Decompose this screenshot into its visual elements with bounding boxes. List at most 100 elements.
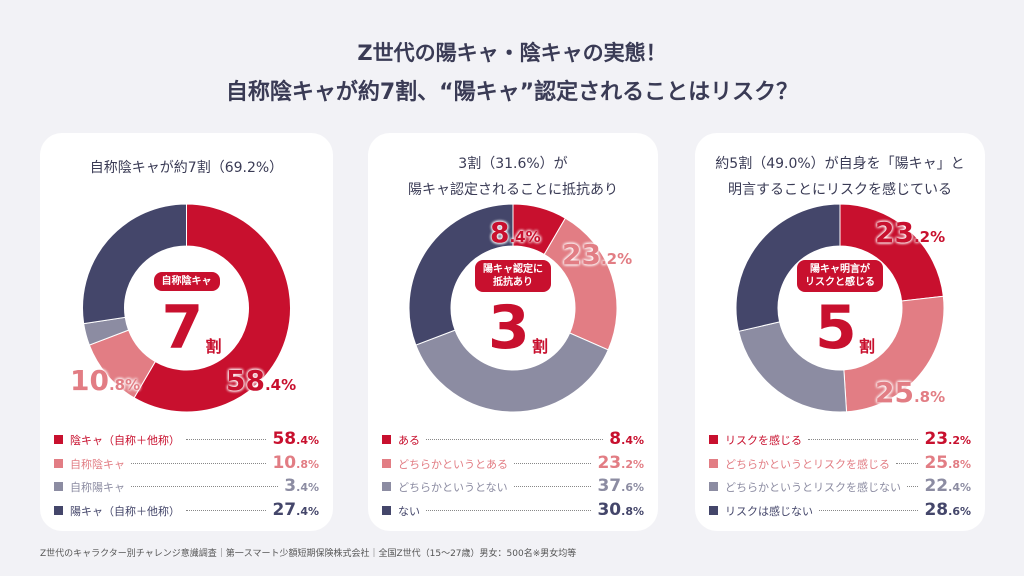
leader-dots	[513, 486, 592, 487]
legend-swatch	[54, 505, 63, 515]
legend-swatch	[709, 435, 718, 444]
legend-swatch	[709, 505, 718, 515]
chart-card-2: 3割（31.6%）が陽キャ認定されることに抵抗あり陽キャ認定に 抵抗あり 3 割 8.…	[368, 133, 658, 531]
leader-dots	[896, 462, 919, 464]
chart-heading-line: 自称陰キャが約7割（69.2%）	[89, 160, 284, 176]
legend-value: 37.6%	[597, 476, 644, 496]
chart-heading-line: 約5割（49.0%）が自身を「陽キャ」と	[715, 156, 965, 172]
legend-item: どちらかというとリスクを感じない 22.4%	[709, 476, 971, 500]
legend-value: 28.6%	[924, 499, 971, 520]
legend-swatch	[709, 482, 718, 491]
title-line-2: 自称陰キャが約7割、“陽キャ”認定されることはリスク？	[225, 80, 799, 105]
leader-dots	[426, 509, 592, 511]
center-badge: 自称陰キャ	[153, 272, 220, 291]
legend-label: どちらかというとリスクを感じない	[725, 481, 901, 494]
center-number: 3	[487, 293, 530, 363]
donut-chart	[82, 203, 291, 413]
legend-label: どちらかというとある	[398, 457, 508, 471]
legend-swatch	[54, 482, 63, 491]
donut-slice-1	[133, 203, 291, 413]
footer-source: Z世代のキャラクター別チャレンジ意識調査｜第一スマート少額短期保険株式会社｜全国…	[40, 549, 577, 559]
legend-value: 25.8%	[924, 452, 971, 473]
legend-swatch	[709, 458, 718, 468]
slice-value-label: 23.2%	[562, 238, 633, 271]
legend-value: 30.8%	[597, 499, 644, 520]
legend-item: どちらかというとない 37.6%	[382, 476, 644, 500]
legend-label: ある	[398, 434, 420, 447]
slice-value-label: 8.4%	[490, 216, 541, 249]
center-unit: 割	[859, 337, 876, 356]
legend-swatch	[382, 458, 391, 468]
legend-label: 自称陽キャ	[70, 481, 125, 494]
donut-slice-4	[735, 203, 841, 332]
legend-value: 58.4%	[272, 429, 319, 449]
legend-label: どちらかというとリスクを感じる	[725, 457, 890, 471]
chart-card-3: 約5割（49.0%）が自身を「陽キャ」と 明言することにリスクを感じている陽キャ明…	[695, 133, 985, 531]
legend-label: 陽キャ（自称＋他称）	[70, 504, 180, 518]
legend-label: リスクは感じない	[725, 504, 813, 518]
leader-dots	[131, 462, 267, 464]
slice-value-label: 10.8%	[70, 364, 141, 397]
chart-heading: 自称陰キャが約7割（69.2%）	[40, 155, 333, 181]
chart-heading-line: 陽キャ認定されることに抵抗あり	[408, 182, 618, 198]
chart-heading-line: 明言することにリスクを感じている	[728, 182, 952, 198]
legend-item: ない 30.8%	[382, 500, 644, 524]
center-unit: 割	[532, 337, 549, 356]
legend-value: 23.2%	[924, 429, 971, 449]
legend-value: 3.4%	[284, 476, 319, 496]
legend-item: 自称陽キャ 3.4%	[54, 476, 319, 500]
slice-value-label: 23.2%	[875, 216, 946, 249]
leader-dots	[186, 439, 267, 440]
title-line-1: Z世代の陽キャ・陰キャの実態！	[357, 41, 667, 65]
legend-item: リスクは感じない 28.6%	[709, 500, 971, 524]
legend-value: 22.4%	[924, 476, 971, 496]
legend: リスクを感じる 23.2% どちらかというとリスクを感じる 25.8% どちらかというと…	[709, 429, 971, 523]
leader-dots	[819, 509, 919, 511]
donut-chart	[408, 203, 618, 413]
legend-item: リスクを感じる 23.2%	[709, 429, 971, 453]
slice-value-label: 25.8%	[875, 376, 946, 409]
legend-label: 陰キャ（自称＋他称）	[70, 434, 180, 447]
slice-value-label: 58.4%	[226, 364, 297, 397]
leader-dots	[186, 509, 267, 511]
legend-item: 陰キャ（自称＋他称） 58.4%	[54, 429, 319, 453]
legend-item: どちらかというとある 23.2%	[382, 453, 644, 477]
chart-heading: 約5割（49.0%）が自身を「陽キャ」と 明言することにリスクを感じている	[695, 151, 985, 203]
legend-label: 自称陰キャ	[70, 457, 125, 471]
leader-dots	[907, 486, 919, 487]
legend-label: どちらかというとない	[398, 481, 508, 494]
leader-dots	[131, 486, 279, 487]
center-badge: 陽キャ明言が リスクと感じる	[797, 260, 883, 292]
chart-heading-line: 3割（31.6%）が	[458, 156, 568, 172]
leader-dots	[514, 462, 592, 464]
legend-swatch	[54, 458, 63, 468]
leader-dots	[808, 439, 919, 440]
chart-card-1: 自称陰キャが約7割（69.2%） 自称陰キャ 7 割 58.4% 10.8% 陰キャ（自称＋…	[40, 133, 333, 531]
legend-item: 陽キャ（自称＋他称） 27.4%	[54, 500, 319, 524]
legend-item: どちらかというとリスクを感じる 25.8%	[709, 453, 971, 477]
chart-heading: 3割（31.6%）が陽キャ認定されることに抵抗あり	[368, 151, 658, 203]
legend-swatch	[382, 435, 391, 444]
donut-chart	[735, 203, 945, 413]
legend-value: 23.2%	[597, 452, 644, 473]
legend-label: リスクを感じる	[725, 434, 802, 447]
legend-swatch	[382, 505, 391, 515]
center-unit: 割	[205, 337, 222, 356]
center-badge: 陽キャ認定に 抵抗あり	[475, 260, 551, 292]
legend-value: 8.4%	[609, 429, 644, 449]
legend-swatch	[382, 482, 391, 491]
legend-item: 自称陰キャ 10.8%	[54, 453, 319, 477]
legend: 陰キャ（自称＋他称） 58.4% 自称陰キャ 10.8% 自称陽キャ 3.4% 陽キャ（自称…	[54, 429, 319, 523]
center-number: 5	[814, 293, 857, 363]
center-number: 7	[161, 293, 204, 363]
donut-slice-4	[82, 203, 187, 325]
legend-value: 27.4%	[272, 499, 319, 520]
legend-value: 10.8%	[272, 452, 319, 473]
donut-slice-3	[415, 329, 609, 413]
legend-item: ある 8.4%	[382, 429, 644, 453]
leader-dots	[426, 439, 604, 440]
legend-label: ない	[398, 504, 420, 518]
donut-slice-4	[408, 203, 514, 346]
legend: ある 8.4% どちらかというとある 23.2% どちらかというとない 37.6% ない 30…	[382, 429, 644, 523]
legend-swatch	[54, 435, 63, 444]
